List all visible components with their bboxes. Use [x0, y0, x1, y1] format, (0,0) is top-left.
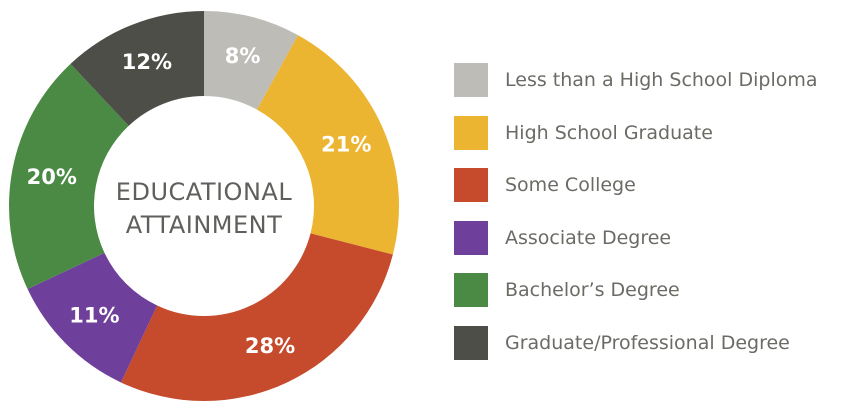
legend-item: High School Graduate	[454, 115, 860, 150]
legend-label: High School Graduate	[505, 121, 713, 144]
donut-slices	[9, 11, 399, 402]
slice-labels: 8% 21% 28% 11% 20% 12%	[27, 44, 372, 358]
chart-title-line-1: EDUCATIONAL	[116, 178, 293, 206]
slice-label-some-college: 28%	[245, 334, 295, 358]
slice-high-school-graduate	[256, 35, 399, 255]
legend-item: Bachelor’s Degree	[454, 273, 860, 308]
legend-label: Some College	[505, 174, 636, 197]
slice-associate-degree	[27, 252, 158, 383]
legend-swatch-bachelors-degree	[454, 273, 488, 308]
chart-legend: Less than a High School Diploma High Sch…	[454, 63, 860, 379]
chart-title-line-2: ATTAINMENT	[126, 211, 283, 239]
slice-graduate-professional-degree	[70, 11, 205, 126]
legend-label: Associate Degree	[505, 226, 672, 249]
legend-label: Bachelor’s Degree	[505, 279, 680, 302]
legend-swatch-some-college	[454, 168, 488, 203]
slice-label-less-than-high-school: 8%	[225, 44, 261, 68]
slice-label-bachelors-degree: 20%	[27, 165, 77, 189]
legend-swatch-associate-degree	[454, 220, 488, 255]
legend-label: Graduate/Professional Degree	[505, 331, 790, 354]
donut-chart: 8% 21% 28% 11% 20% 12% EDUCATIONAL ATTAINMENT	[9, 11, 399, 402]
slice-label-high-school-graduate: 21%	[321, 132, 371, 156]
legend-label: Less than a High School Diploma	[505, 69, 818, 91]
slice-label-graduate-professional-degree: 12%	[122, 50, 172, 74]
slice-label-associate-degree: 11%	[69, 304, 119, 328]
legend-swatch-high-school-graduate	[454, 115, 488, 150]
legend-item: Graduate/Professional Degree	[454, 325, 860, 360]
legend-item: Less than a High School Diploma	[454, 63, 860, 97]
legend-item: Associate Degree	[454, 220, 860, 255]
legend-swatch-graduate-professional-degree	[454, 325, 488, 360]
slice-bachelors-degree	[9, 63, 129, 290]
slice-less-than-high-school	[204, 11, 298, 110]
legend-item: Some College	[454, 168, 860, 203]
slice-some-college	[120, 233, 393, 402]
legend-swatch-less-than-high-school	[454, 63, 488, 97]
